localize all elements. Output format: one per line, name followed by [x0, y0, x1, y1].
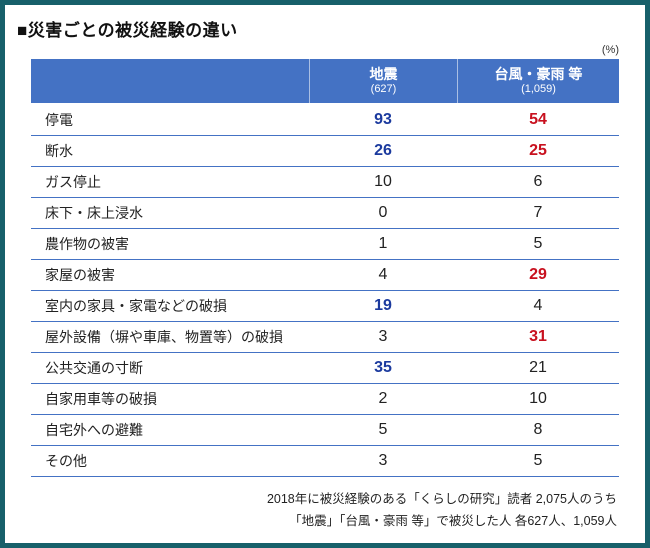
table-row: 室内の家具・家電などの破損 19 4 — [31, 291, 619, 322]
value-text: 21 — [529, 359, 547, 376]
row-label: 床下・床上浸水 — [45, 205, 143, 221]
value-text: 5 — [378, 421, 388, 438]
value-text: 26 — [374, 142, 392, 159]
value-text: 6 — [533, 173, 543, 190]
value-text: 8 — [533, 421, 543, 438]
value-text: 93 — [374, 111, 392, 128]
value-earthquake: 4 — [309, 260, 457, 290]
value-text: 3 — [378, 452, 388, 469]
value-earthquake: 3 — [309, 322, 457, 352]
table-row: 農作物の被害 1 5 — [31, 229, 619, 260]
value-typhoon: 5 — [457, 229, 619, 259]
value-typhoon: 4 — [457, 291, 619, 321]
table-row: 断水 26 25 — [31, 136, 619, 167]
value-text: 35 — [374, 359, 392, 376]
table-row: 自宅外への避難 5 8 — [31, 415, 619, 446]
value-earthquake: 0 — [309, 198, 457, 228]
value-typhoon: 25 — [457, 136, 619, 166]
table-row: 床下・床上浸水 0 7 — [31, 198, 619, 229]
value-typhoon: 31 — [457, 322, 619, 352]
value-text: 29 — [529, 266, 547, 283]
row-label: 停電 — [45, 112, 73, 128]
row-label: ガス停止 — [45, 174, 101, 190]
row-label: 家屋の被害 — [45, 267, 115, 283]
value-typhoon: 10 — [457, 384, 619, 414]
column-header-typhoon: 台風・豪雨 等 (1,059) — [457, 59, 619, 103]
table-row: その他 3 5 — [31, 446, 619, 477]
value-typhoon: 8 — [457, 415, 619, 445]
row-label: 農作物の被害 — [45, 236, 129, 252]
value-text: 10 — [529, 390, 547, 407]
column-label: 台風・豪雨 等 — [494, 65, 583, 82]
value-text: 4 — [533, 297, 543, 314]
value-typhoon: 5 — [457, 446, 619, 476]
value-typhoon: 6 — [457, 167, 619, 197]
column-label: 地震 — [369, 65, 398, 82]
source-note-line2: 「地震」「台風・豪雨 等」で被災した人 各627人、1,059人 — [289, 513, 617, 528]
value-text: 5 — [533, 235, 543, 252]
row-label: 室内の家具・家電などの破損 — [45, 298, 227, 314]
disaster-experience-table: 地震 (627) 台風・豪雨 等 (1,059) 停電 93 54 断水 26 … — [31, 59, 619, 477]
table-row: 停電 93 54 — [31, 105, 619, 136]
table-row: ガス停止 10 6 — [31, 167, 619, 198]
value-earthquake: 26 — [309, 136, 457, 166]
value-earthquake: 93 — [309, 105, 457, 135]
table-row: 公共交通の寸断 35 21 — [31, 353, 619, 384]
unit-label: (%) — [601, 44, 619, 56]
value-earthquake: 1 — [309, 229, 457, 259]
source-note: 2018年に被災経験のある「くらしの研究」読者 2,075人のうち 「地震」「台… — [5, 489, 617, 533]
column-header-earthquake: 地震 (627) — [309, 59, 457, 103]
value-text: 0 — [378, 204, 388, 221]
value-text: 25 — [529, 142, 547, 159]
value-earthquake: 2 — [309, 384, 457, 414]
column-sample-size: (627) — [370, 83, 397, 96]
header-empty-cell — [31, 59, 309, 103]
row-label: 公共交通の寸断 — [45, 360, 143, 376]
value-text: 31 — [529, 328, 547, 345]
value-text: 2 — [378, 390, 388, 407]
value-typhoon: 7 — [457, 198, 619, 228]
table-row: 家屋の被害 4 29 — [31, 260, 619, 291]
table-row: 自家用車等の破損 2 10 — [31, 384, 619, 415]
column-sample-size: (1,059) — [521, 83, 556, 96]
value-text: 10 — [374, 173, 392, 190]
row-label: 断水 — [45, 143, 73, 159]
value-earthquake: 5 — [309, 415, 457, 445]
value-text: 5 — [533, 452, 543, 469]
value-typhoon: 29 — [457, 260, 619, 290]
value-text: 3 — [378, 328, 388, 345]
source-note-line1: 2018年に被災経験のある「くらしの研究」読者 2,075人のうち — [266, 492, 617, 506]
value-typhoon: 21 — [457, 353, 619, 383]
page-title: ■災害ごとの被災経験の違い — [17, 21, 238, 40]
value-text: 1 — [378, 235, 388, 252]
value-earthquake: 19 — [309, 291, 457, 321]
row-label: 自宅外への避難 — [45, 422, 143, 438]
value-earthquake: 35 — [309, 353, 457, 383]
value-earthquake: 10 — [309, 167, 457, 197]
value-text: 19 — [374, 297, 392, 314]
value-text: 4 — [378, 266, 388, 283]
row-label: 屋外設備（塀や車庫、物置等）の破損 — [45, 329, 283, 345]
value-text: 7 — [533, 204, 543, 221]
table-header: 地震 (627) 台風・豪雨 等 (1,059) — [31, 59, 619, 103]
row-label: その他 — [45, 453, 87, 469]
table-row: 屋外設備（塀や車庫、物置等）の破損 3 31 — [31, 322, 619, 353]
value-earthquake: 3 — [309, 446, 457, 476]
value-typhoon: 54 — [457, 105, 619, 135]
row-label: 自家用車等の破損 — [45, 391, 157, 407]
value-text: 54 — [529, 111, 547, 128]
